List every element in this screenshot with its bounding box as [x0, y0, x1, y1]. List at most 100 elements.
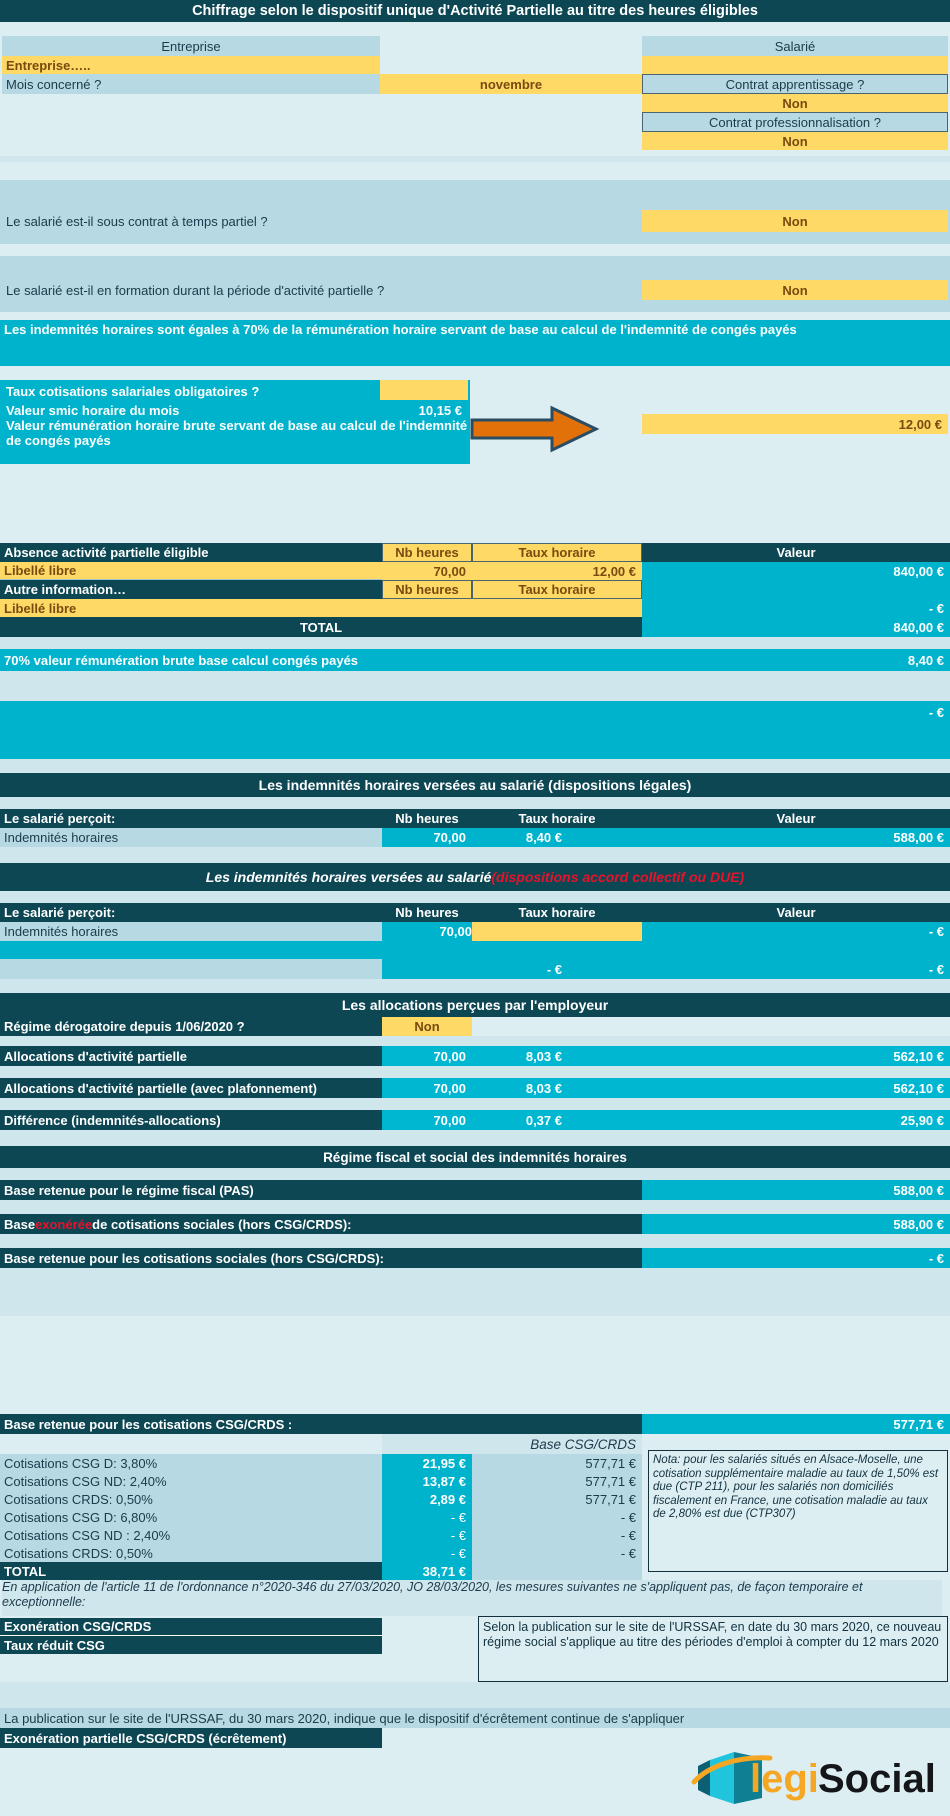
legal-row-valeur: 588,00 €	[642, 828, 950, 847]
csg-row-base: 577,71 €	[472, 1472, 642, 1490]
accord-row-label: Indemnités horaires	[0, 922, 382, 941]
remuneration-label: Valeur rémunération horaire brute servan…	[6, 419, 468, 448]
accord-col-nb-heures: Nb heures	[382, 903, 472, 922]
base-exoneree-label-post: de cotisations sociales (hors CSG/CRDS):	[92, 1216, 352, 1232]
allocation-row-valeur: 25,90 €	[642, 1110, 950, 1130]
csg-row-base: - €	[472, 1508, 642, 1526]
csg-row-montant: - €	[382, 1544, 472, 1562]
autre-information-label: Autre information…	[0, 580, 382, 599]
temps-partiel-label: Le salarié est-il sous contrat à temps p…	[2, 210, 642, 232]
contrat-apprentissage-value[interactable]: Non	[642, 94, 948, 112]
spacer-band-7	[0, 759, 950, 773]
accord-col-valeur: Valeur	[642, 903, 950, 922]
absence-row1-nb[interactable]: 70,00	[382, 562, 472, 580]
temps-partiel-value[interactable]: Non	[642, 210, 948, 232]
base-pas-value: 588,00 €	[642, 1180, 950, 1200]
absence-row2-taux[interactable]	[472, 599, 642, 617]
smic-label: Valeur smic horaire du mois	[6, 402, 180, 418]
allocation-row-taux: 8,03 €	[472, 1046, 642, 1066]
section-legal-title: Les indemnités horaires versées au salar…	[0, 773, 950, 797]
remuneration-value[interactable]: 12,00 €	[642, 414, 948, 434]
absence-row1-valeur: 840,00 €	[642, 562, 950, 580]
entreprise-name-input[interactable]: Entreprise…..	[2, 56, 380, 74]
accord-row3-label	[0, 959, 382, 979]
accord-row3-valeur: - €	[642, 959, 950, 979]
absence-header-label: Absence activité partielle éligible	[0, 543, 382, 562]
legal-row-label: Indemnités horaires	[0, 828, 382, 847]
contrat-professionnalisation-value[interactable]: Non	[642, 132, 948, 150]
allocation-row-taux: 8,03 €	[472, 1078, 642, 1098]
legal-row-nb: 70,00	[382, 828, 472, 847]
base-exoneree-label-pre: Base	[4, 1216, 36, 1232]
contrat-apprentissage-label: Contrat apprentissage ?	[642, 74, 948, 94]
smic-value: 10,15 €	[418, 402, 462, 418]
spacer-band-4	[0, 366, 950, 380]
accord-row-nb: 70,00	[382, 922, 472, 941]
spacer-band-19	[0, 1268, 950, 1316]
arrow-right-icon	[470, 405, 600, 453]
svg-text:Social: Social	[818, 1757, 936, 1801]
autre-col-nb-heures: Nb heures	[382, 580, 472, 599]
rule-banner: Les indemnités horaires sont égales à 70…	[0, 320, 950, 366]
csg-row-montant: - €	[382, 1508, 472, 1526]
csg-row-base: 577,71 €	[472, 1454, 642, 1472]
absence-row2-label[interactable]: Libellé libre	[0, 599, 382, 617]
autre-valeur-spacer	[642, 580, 950, 599]
formation-label: Le salarié est-il en formation durant la…	[2, 280, 642, 300]
spacer-band-13	[0, 1066, 950, 1078]
csg-row-montant: 13,87 €	[382, 1472, 472, 1490]
absence-row1-taux[interactable]: 12,00 €	[472, 562, 642, 580]
section-allocations-title: Les allocations perçues par l'employeur	[0, 993, 950, 1017]
base-retenue-sociales-label: Base retenue pour les cotisations social…	[0, 1248, 642, 1268]
legal-col-taux-horaire: Taux horaire	[472, 809, 642, 828]
spacer-band-6	[0, 671, 950, 701]
section-accord-title-main: Les indemnités horaires versées au salar…	[205, 869, 492, 885]
spacer-band-17	[0, 1200, 950, 1214]
legisocial-logo: legi Social	[690, 1748, 940, 1804]
spacer-band-12	[0, 1036, 950, 1046]
spacer-band-2	[0, 244, 950, 256]
allocation-row-label: Allocations d'activité partielle	[0, 1046, 382, 1066]
section-accord-title-red: (dispositions accord collectif ou DUE)	[491, 869, 745, 885]
exoneration-csg-crds-label: Exonération CSG/CRDS	[0, 1618, 382, 1636]
absence-total-label: TOTAL	[0, 617, 642, 637]
column-header-salarie: Salarié	[642, 36, 948, 56]
csg-row-montant: 2,89 €	[382, 1490, 472, 1508]
accord-row-taux-input[interactable]	[472, 922, 642, 941]
regime-derogatoire-label: Régime dérogatoire depuis 1/06/2020 ?	[0, 1017, 382, 1036]
absence-col-taux-horaire: Taux horaire	[472, 543, 642, 562]
spacer-band-8	[0, 797, 950, 809]
salarie-blank-input[interactable]	[642, 56, 948, 74]
base-csg-crds-value: 577,71 €	[642, 1414, 950, 1434]
spacer-band-11	[0, 979, 950, 993]
base-exoneree-label-highlight: exonérée	[35, 1216, 93, 1232]
formation-value[interactable]: Non	[642, 280, 948, 300]
legal-row-taux: 8,40 €	[472, 828, 642, 847]
contrat-professionnalisation-label: Contrat professionnalisation ?	[642, 112, 948, 132]
accord-row3-taux: - €	[382, 959, 642, 979]
spacer-band-20	[0, 1682, 950, 1708]
allocation-row-nb: 70,00	[382, 1110, 472, 1130]
csg-total-label: TOTAL	[0, 1562, 382, 1580]
spacer-band-18	[0, 1234, 950, 1248]
spacer-band-10	[0, 891, 950, 903]
allocation-row-valeur: 562,10 €	[642, 1078, 950, 1098]
accord-row-valeur: - €	[642, 922, 950, 941]
page-title: Chiffrage selon le dispositif unique d'A…	[0, 0, 950, 22]
taux-cotisations-input[interactable]	[380, 380, 468, 400]
accord-col-taux-horaire: Taux horaire	[472, 903, 642, 922]
absence-row2-nb[interactable]	[382, 599, 472, 617]
base-exoneree-label: Base exonérée de cotisations sociales (h…	[0, 1214, 642, 1234]
mois-concerne-value[interactable]: novembre	[380, 74, 642, 94]
csg-row-base: 577,71 €	[472, 1490, 642, 1508]
column-header-entreprise: Entreprise	[2, 36, 380, 56]
spacer-band-3	[0, 312, 950, 320]
urssaf-note-box: Selon la publication sur le site de l'UR…	[478, 1616, 948, 1682]
regime-derogatoire-value[interactable]: Non	[382, 1017, 472, 1036]
absence-row1-label[interactable]: Libellé libre	[0, 562, 382, 580]
absence-col-nb-heures: Nb heures	[382, 543, 472, 562]
csg-row-label: Cotisations CSG D: 3,80%	[0, 1454, 382, 1472]
accord-row2-mid	[382, 941, 950, 959]
csg-row-label: Cotisations CSG ND : 2,40%	[0, 1526, 382, 1544]
